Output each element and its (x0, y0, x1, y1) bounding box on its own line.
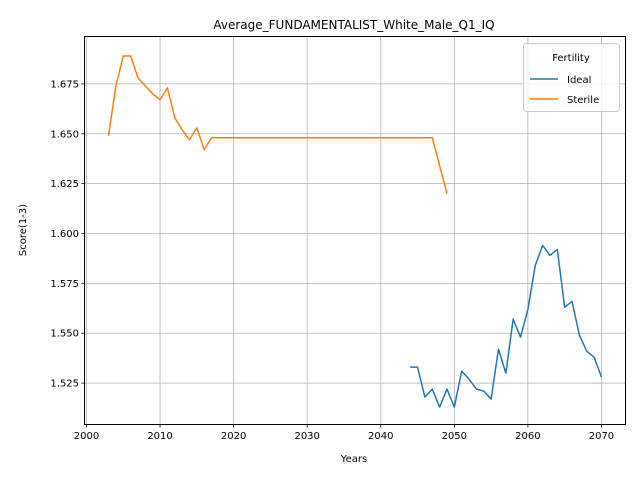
chart-title: Average_FUNDAMENTALIST_White_Male_Q1_IQ (213, 18, 494, 32)
plot-frame (84, 36, 626, 425)
legend: Fertility Ideal Sterile (523, 43, 620, 112)
legend-entry-sterile: Sterile (567, 95, 599, 106)
x-tick-label: 2010 (147, 431, 172, 442)
legend-entry-ideal: Ideal (567, 75, 591, 86)
x-tick-label: 2050 (442, 431, 467, 442)
x-axis: 2000 2010 2020 2030 2040 2050 2060 2070 (74, 424, 614, 442)
y-tick-label: 1.550 (50, 329, 79, 340)
y-tick-label: 1.650 (50, 129, 79, 140)
x-tick-label: 2060 (515, 431, 540, 442)
y-tick-label: 1.575 (50, 279, 79, 290)
series-line-ideal (410, 244, 603, 408)
y-axis-label: Score(1-3) (18, 204, 29, 256)
legend-box (523, 43, 620, 112)
series-line-sterile (107, 55, 448, 194)
y-tick-label: 1.625 (50, 179, 79, 190)
x-axis-label: Years (340, 454, 367, 465)
y-axis: 1.525 1.550 1.575 1.600 1.625 1.650 1.675 (50, 79, 85, 390)
x-tick-label: 2020 (221, 431, 246, 442)
x-tick-label: 2030 (294, 431, 319, 442)
x-tick-label: 2040 (368, 431, 393, 442)
y-tick-label: 1.675 (50, 79, 79, 90)
x-tick-label: 2070 (589, 431, 614, 442)
y-tick-label: 1.600 (50, 229, 79, 240)
y-tick-label: 1.525 (50, 379, 79, 390)
x-tick-label: 2000 (74, 431, 99, 442)
series-lines (107, 55, 603, 408)
legend-title: Fertility (552, 53, 590, 64)
